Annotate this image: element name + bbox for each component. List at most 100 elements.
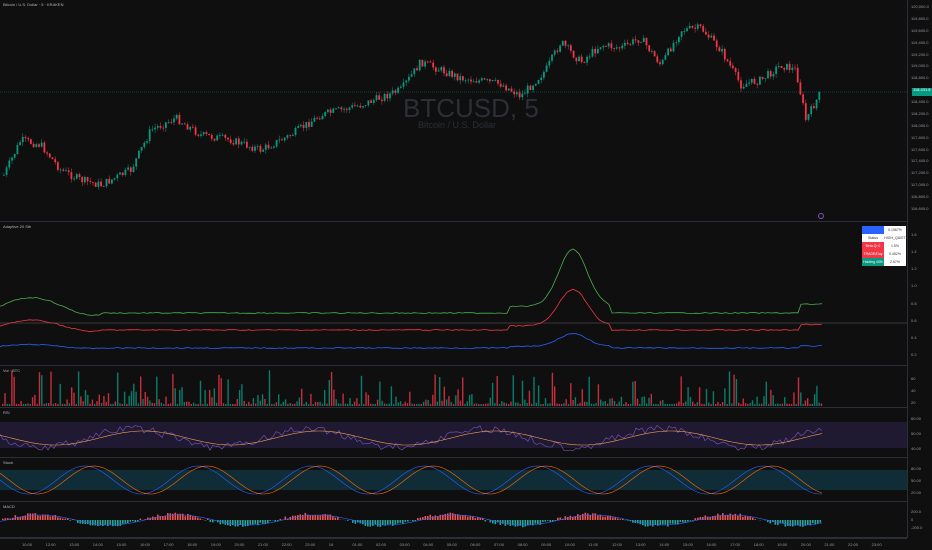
volume-bar <box>365 392 367 406</box>
macd-hist-bar <box>717 513 719 520</box>
volume-bar <box>452 403 455 406</box>
volume-bar <box>701 403 703 406</box>
volume-bar <box>705 388 708 406</box>
macd-hist-bar <box>694 518 697 520</box>
candle-body <box>607 43 610 47</box>
volume-bar <box>600 399 602 406</box>
candle-body <box>86 177 89 182</box>
macd-pane[interactable]: MACD <box>0 502 907 538</box>
candle-body <box>796 67 799 83</box>
volume-bar <box>462 377 464 406</box>
candle-body <box>175 114 178 119</box>
macd-hist-bar <box>147 517 149 520</box>
macd-hist-bar <box>237 520 239 527</box>
candle-body <box>702 26 705 32</box>
candle-body <box>343 108 345 110</box>
candle-body <box>516 92 518 95</box>
volume-bar <box>140 376 142 406</box>
candle-body <box>788 63 791 71</box>
macd-hist-bar <box>524 520 527 527</box>
macd-hist-bar <box>699 516 702 520</box>
alert-icon[interactable] <box>818 213 824 219</box>
volume-bar <box>611 398 613 406</box>
volume-bar <box>721 402 724 406</box>
time-tick: 14:00 <box>659 542 670 547</box>
volume-bar <box>427 399 429 406</box>
time-tick: 19:00 <box>777 542 788 547</box>
volume-bar <box>266 403 268 406</box>
volume-bar <box>761 403 763 406</box>
macd-hist-bar <box>107 520 109 527</box>
volume-bar <box>634 381 636 406</box>
volume-bar <box>820 403 823 406</box>
candle-body <box>561 40 564 46</box>
volume-bar <box>356 398 358 406</box>
volume-bar <box>25 403 27 406</box>
macd-hist-bar <box>447 513 449 520</box>
candle-body <box>494 79 497 81</box>
macd-hist-bar <box>104 520 107 525</box>
candle-body <box>340 107 343 110</box>
candle-body <box>740 80 742 89</box>
macd-hist-bar <box>729 513 732 520</box>
macd-hist-bar <box>812 520 814 524</box>
adaptive-upper-line <box>0 248 823 316</box>
candle-body <box>192 126 194 128</box>
price-tick: 116,800.0 <box>911 194 929 200</box>
time-tick: 16:00 <box>140 542 151 547</box>
volume-bar <box>347 403 349 406</box>
chart-canvas[interactable] <box>0 0 907 538</box>
candle-body <box>548 60 551 66</box>
volume-bar <box>333 389 335 406</box>
macd-hist-bar <box>199 518 202 520</box>
volume-bar <box>563 403 565 406</box>
volume-bar <box>243 400 245 406</box>
stats-row: 0.1967% <box>862 226 906 234</box>
stoch-pane[interactable]: Stoch <box>0 458 907 502</box>
volume-bar <box>128 395 130 406</box>
macd-hist-bar <box>469 515 472 520</box>
macd-hist-bar <box>109 520 112 525</box>
adaptive-pane[interactable]: Adaptive 20 Sth <box>0 222 907 366</box>
candle-body <box>686 28 688 32</box>
candle-body <box>286 135 289 138</box>
candle-body <box>205 132 208 134</box>
macd-hist-bar <box>57 517 59 520</box>
macd-hist-bar <box>324 513 327 520</box>
price-axis[interactable]: 120,000.0 119,800.0 119,600.0 119,400.0 119,… <box>907 0 932 538</box>
candle-body <box>567 45 570 47</box>
candle-body <box>367 100 370 106</box>
stoch-title: Stoch <box>3 460 14 465</box>
macd-hist-bar <box>17 516 19 520</box>
macd-hist-bar <box>79 520 82 524</box>
macd-hist-bar <box>479 517 482 520</box>
macd-hist-bar <box>64 518 67 520</box>
volume-bar <box>434 374 436 406</box>
volume-bar <box>317 401 319 406</box>
candle-body <box>489 79 491 82</box>
rsi-pane[interactable]: RSI <box>0 408 907 458</box>
volume-bar <box>455 395 457 406</box>
volume-bar <box>540 403 542 406</box>
candle-body <box>416 68 418 71</box>
volume-bar <box>549 403 551 406</box>
volume-bar <box>627 404 629 406</box>
volume-bar <box>337 403 340 406</box>
candle-body <box>73 178 75 180</box>
volume-bar <box>715 403 717 406</box>
symbol-title: Bitcoin / U.S. Dollar · 5 · KRAKEN <box>3 2 64 7</box>
volume-pane[interactable]: Vol · BTC <box>0 366 907 408</box>
macd-hist-bar <box>594 513 597 520</box>
stats-value: 0.1967% <box>884 226 906 234</box>
main-price-pane[interactable]: Bitcoin / U.S. Dollar · 5 · KRAKEN BTCUS… <box>0 0 907 222</box>
candle-body <box>756 83 759 85</box>
candle-body <box>181 123 183 125</box>
volume-bar <box>533 376 535 406</box>
time-axis[interactable]: 10:00 12:00 13:00 14:00 15:00 16:00 17:00 18:00… <box>0 538 907 550</box>
stats-key: TRADE/Day <box>862 250 884 258</box>
candle-body <box>524 93 526 95</box>
candle-body <box>54 159 57 163</box>
macd-hist-bar <box>122 520 124 524</box>
macd-hist-bar <box>614 517 617 520</box>
macd-hist-bar <box>259 520 262 523</box>
